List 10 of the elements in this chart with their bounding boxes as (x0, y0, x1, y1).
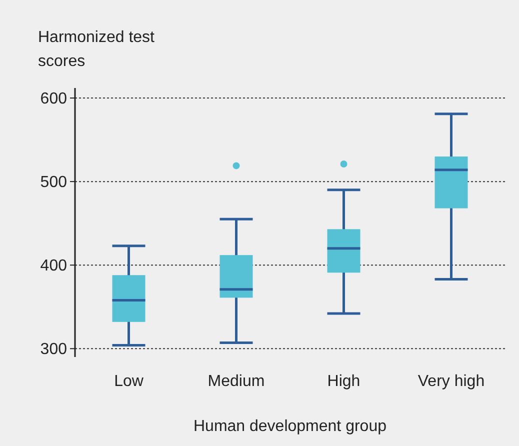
x-tick-label: Very high (418, 373, 485, 390)
x-tick-label: High (327, 373, 360, 390)
y-tick-label: 300 (40, 341, 68, 358)
y-tick-label: 400 (40, 258, 68, 275)
y-tick-label: 500 (40, 174, 68, 192)
x-tick-label: Medium (208, 373, 265, 390)
x-tick-label: Low (114, 373, 144, 390)
y-axis-title: Harmonized test scores (38, 29, 156, 70)
y-tick-label: 600 (40, 90, 68, 108)
x-axis-title: Human development group (193, 418, 387, 435)
